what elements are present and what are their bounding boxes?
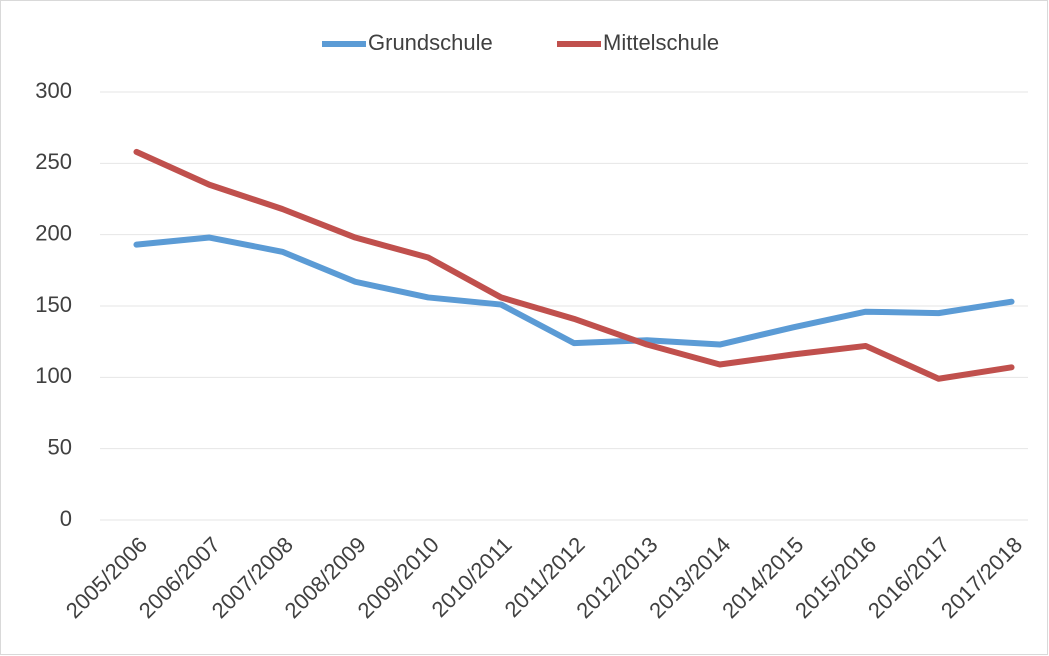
legend-label: Grundschule bbox=[368, 30, 493, 55]
y-tick-label: 100 bbox=[35, 363, 72, 388]
y-tick-label: 150 bbox=[35, 292, 72, 317]
line bbox=[133, 234, 1015, 348]
y-tick-label: 200 bbox=[35, 220, 72, 245]
line bbox=[133, 148, 1015, 382]
legend-label: Mittelschule bbox=[603, 30, 719, 55]
y-tick-label: 0 bbox=[60, 506, 72, 531]
y-tick-label: 50 bbox=[48, 434, 72, 459]
y-tick-label: 250 bbox=[35, 149, 72, 174]
y-tick-label: 300 bbox=[35, 78, 72, 103]
